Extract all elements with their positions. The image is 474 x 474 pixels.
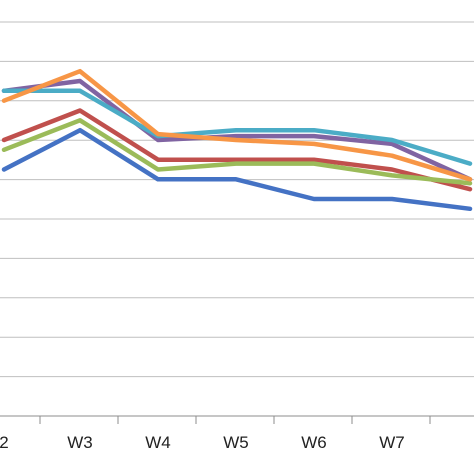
x-tick-label: W4 xyxy=(145,433,171,452)
x-tick-label: W6 xyxy=(301,433,327,452)
series-line-1 xyxy=(1,127,473,212)
series-line-2 xyxy=(1,108,473,192)
series-line-4 xyxy=(1,78,473,182)
x-tick-label: W5 xyxy=(223,433,249,452)
x-tick-label: W3 xyxy=(67,433,93,452)
x-tick-label: W7 xyxy=(379,433,405,452)
series-layer xyxy=(1,68,473,212)
series-line-5 xyxy=(1,88,473,166)
series-line-6 xyxy=(1,68,473,182)
series-line-3 xyxy=(1,118,473,186)
x-axis xyxy=(0,415,474,424)
x-tick-labels: 2 W3 W4 W5 W6 W7 xyxy=(0,433,405,452)
x-tick-label: 2 xyxy=(0,433,9,452)
